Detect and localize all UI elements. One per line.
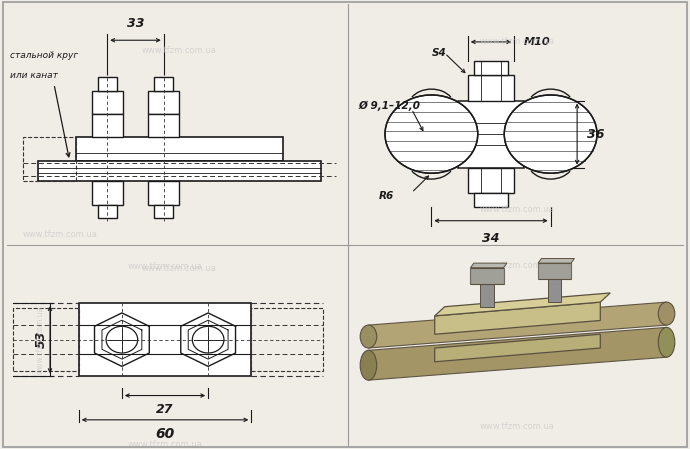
Bar [480,284,493,307]
Text: www.tfzm.com.ua: www.tfzm.com.ua [128,262,202,271]
Bar [148,181,179,204]
Bar [468,167,514,193]
Text: www.tfzm.com.ua: www.tfzm.com.ua [480,261,555,270]
Bar [92,114,123,137]
Ellipse shape [658,302,675,325]
Bar [92,91,123,114]
Text: 53: 53 [35,331,48,348]
Text: 33: 33 [127,17,144,30]
Bar [471,268,504,284]
Text: M10: M10 [524,37,551,47]
Bar [148,91,179,114]
Bar [468,75,514,101]
Bar [251,308,323,371]
Polygon shape [435,334,600,362]
Polygon shape [368,302,667,348]
Text: www.tfzm.com.ua: www.tfzm.com.ua [142,46,217,55]
Text: R6: R6 [378,190,394,201]
Bar [79,303,251,376]
Text: www.tfzm.com.ua: www.tfzm.com.ua [23,230,97,239]
Ellipse shape [360,325,377,348]
Text: 36: 36 [587,128,604,141]
Polygon shape [538,259,575,263]
Text: www.tfzm.com.ua: www.tfzm.com.ua [480,205,555,214]
Circle shape [385,95,477,173]
Bar [92,181,123,204]
Text: www.tfzm.com.ua: www.tfzm.com.ua [480,422,555,431]
Bar [98,77,117,91]
Text: www.tfzm.com.ua: www.tfzm.com.ua [480,37,555,46]
Polygon shape [471,263,507,268]
Bar [475,62,508,75]
Bar [148,114,179,137]
Ellipse shape [360,350,377,380]
Bar [538,263,571,279]
Polygon shape [435,302,600,334]
Bar [458,101,524,167]
Bar [155,204,173,218]
Bar [475,193,508,207]
Bar [38,161,321,181]
Text: 27: 27 [156,403,174,416]
Bar [155,77,173,91]
Bar [98,204,117,218]
Text: www.tfzm.com.ua: www.tfzm.com.ua [36,305,45,374]
Circle shape [504,95,597,173]
Text: Ø 9,1–12,0: Ø 9,1–12,0 [359,101,420,111]
Bar [548,279,561,302]
Text: или канат: или канат [10,71,58,80]
Text: www.tfzm.com.ua: www.tfzm.com.ua [142,264,217,273]
Bar [76,137,283,161]
Polygon shape [368,327,667,380]
Bar [12,308,79,371]
Text: 34: 34 [482,232,500,245]
Text: S4: S4 [431,48,446,58]
Polygon shape [435,293,610,316]
Text: 60: 60 [155,427,175,441]
Text: стальной круг: стальной круг [10,51,78,60]
Ellipse shape [658,327,675,357]
Text: www.tfzm.com.ua: www.tfzm.com.ua [128,440,202,449]
Bar [23,137,76,181]
